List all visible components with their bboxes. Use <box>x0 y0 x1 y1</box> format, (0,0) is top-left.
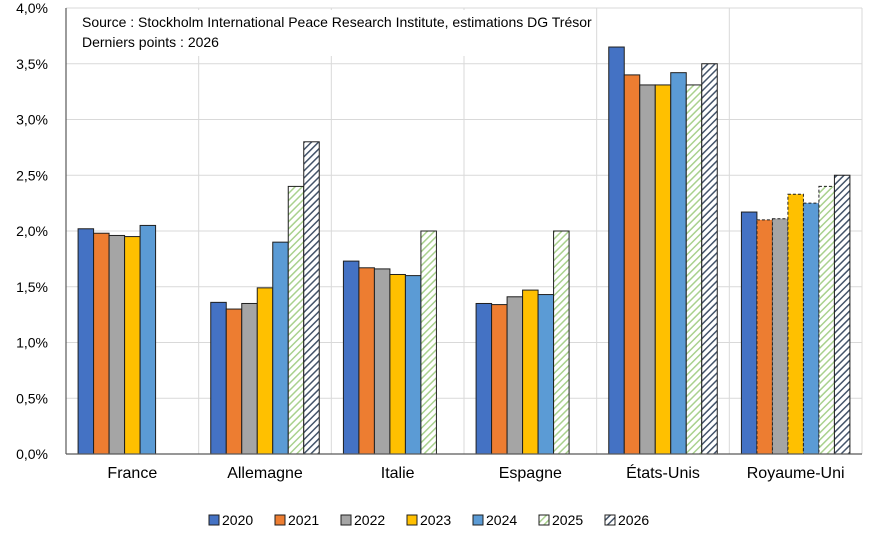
bar-2024 <box>802 202 820 455</box>
x-tick-label: Espagne <box>499 465 562 482</box>
bar-2023 <box>124 236 141 455</box>
legend-label-2025: 2025 <box>552 512 583 528</box>
legend-label-2023: 2023 <box>420 512 451 528</box>
bar-2022 <box>108 234 126 455</box>
legend-swatch-2025 <box>538 514 550 526</box>
legend-label-2020: 2020 <box>222 512 253 528</box>
bar-2026 <box>303 141 320 455</box>
bar-2022 <box>639 84 656 455</box>
bar-2023 <box>256 287 274 455</box>
bar-2021 <box>358 267 375 455</box>
bar-2024 <box>537 294 555 455</box>
bar-2023 <box>389 273 406 455</box>
x-tick-label: France <box>107 465 157 482</box>
legend-swatch-2022 <box>340 514 352 526</box>
bar-2026 <box>833 174 851 455</box>
y-tick-label: 2,0% <box>16 223 48 239</box>
bar-2025 <box>818 185 835 455</box>
legend-label-2024: 2024 <box>486 512 517 528</box>
legend-label-2022: 2022 <box>354 512 385 528</box>
x-tick-label: Allemagne <box>227 465 303 482</box>
bar-2025 <box>553 230 570 455</box>
y-tick-label: 1,0% <box>16 335 48 351</box>
gridlines <box>66 7 863 455</box>
bar-2024 <box>404 275 422 455</box>
bar-2024 <box>670 72 687 455</box>
y-tick-label: 3,5% <box>16 56 48 72</box>
source-annotation: Source : Stockholm International Peace R… <box>82 14 592 30</box>
bar-2024 <box>139 224 157 455</box>
last-points-annotation: Derniers points : 2026 <box>82 34 219 50</box>
x-tick-label: Royaume-Uni <box>747 465 845 482</box>
bar-2020 <box>608 46 625 455</box>
bars <box>77 46 851 455</box>
bar-2021 <box>93 232 110 455</box>
legend-label-2026: 2026 <box>618 512 649 528</box>
legend-swatch-2024 <box>472 514 484 526</box>
bar-2023 <box>522 289 539 455</box>
bar-2024 <box>272 241 289 455</box>
bar-2020 <box>77 228 95 455</box>
bar-2020 <box>740 211 758 455</box>
axes: 0,0% 0,5% 1,0% 1,5% 2,0% 2,5% 3,0% 3,5% 4,0% Fran… <box>16 0 862 482</box>
annotation-box <box>74 10 594 56</box>
legend-swatch-2026 <box>604 514 616 526</box>
bar-2020 <box>342 260 360 455</box>
legend: 2020 2021 2022 2023 2024 2025 2026 <box>208 512 649 528</box>
y-tick-label: 2,5% <box>16 167 48 183</box>
x-tick-label: États-Unis <box>626 463 700 482</box>
bar-2022 <box>506 296 524 455</box>
legend-label-2021: 2021 <box>288 512 319 528</box>
bar-2023 <box>654 84 672 455</box>
legend-swatch-2023 <box>406 514 418 526</box>
y-tick-label: 4,0% <box>16 0 48 16</box>
x-tick-label: Italie <box>381 465 415 482</box>
legend-swatch-2020 <box>208 514 220 526</box>
bar-2022 <box>373 268 391 455</box>
bar-2020 <box>475 302 493 455</box>
bar-2021 <box>491 304 508 455</box>
bar-2023 <box>787 193 804 455</box>
y-tick-label: 0,0% <box>16 446 48 462</box>
bar-2021 <box>623 74 641 455</box>
legend-swatch-2021 <box>274 514 286 526</box>
bar-2022 <box>241 302 258 455</box>
bar-2025 <box>420 230 437 455</box>
y-tick-label: 3,0% <box>16 112 48 128</box>
y-tick-label: 1,5% <box>16 279 48 295</box>
bar-2025 <box>287 185 305 455</box>
bar-2020 <box>210 301 227 455</box>
bar-2021 <box>756 219 773 455</box>
bar-2022 <box>771 218 789 455</box>
bar-2026 <box>701 63 718 455</box>
y-tick-label: 0,5% <box>16 390 48 406</box>
bar-2025 <box>685 84 703 455</box>
bar-2021 <box>225 308 243 455</box>
